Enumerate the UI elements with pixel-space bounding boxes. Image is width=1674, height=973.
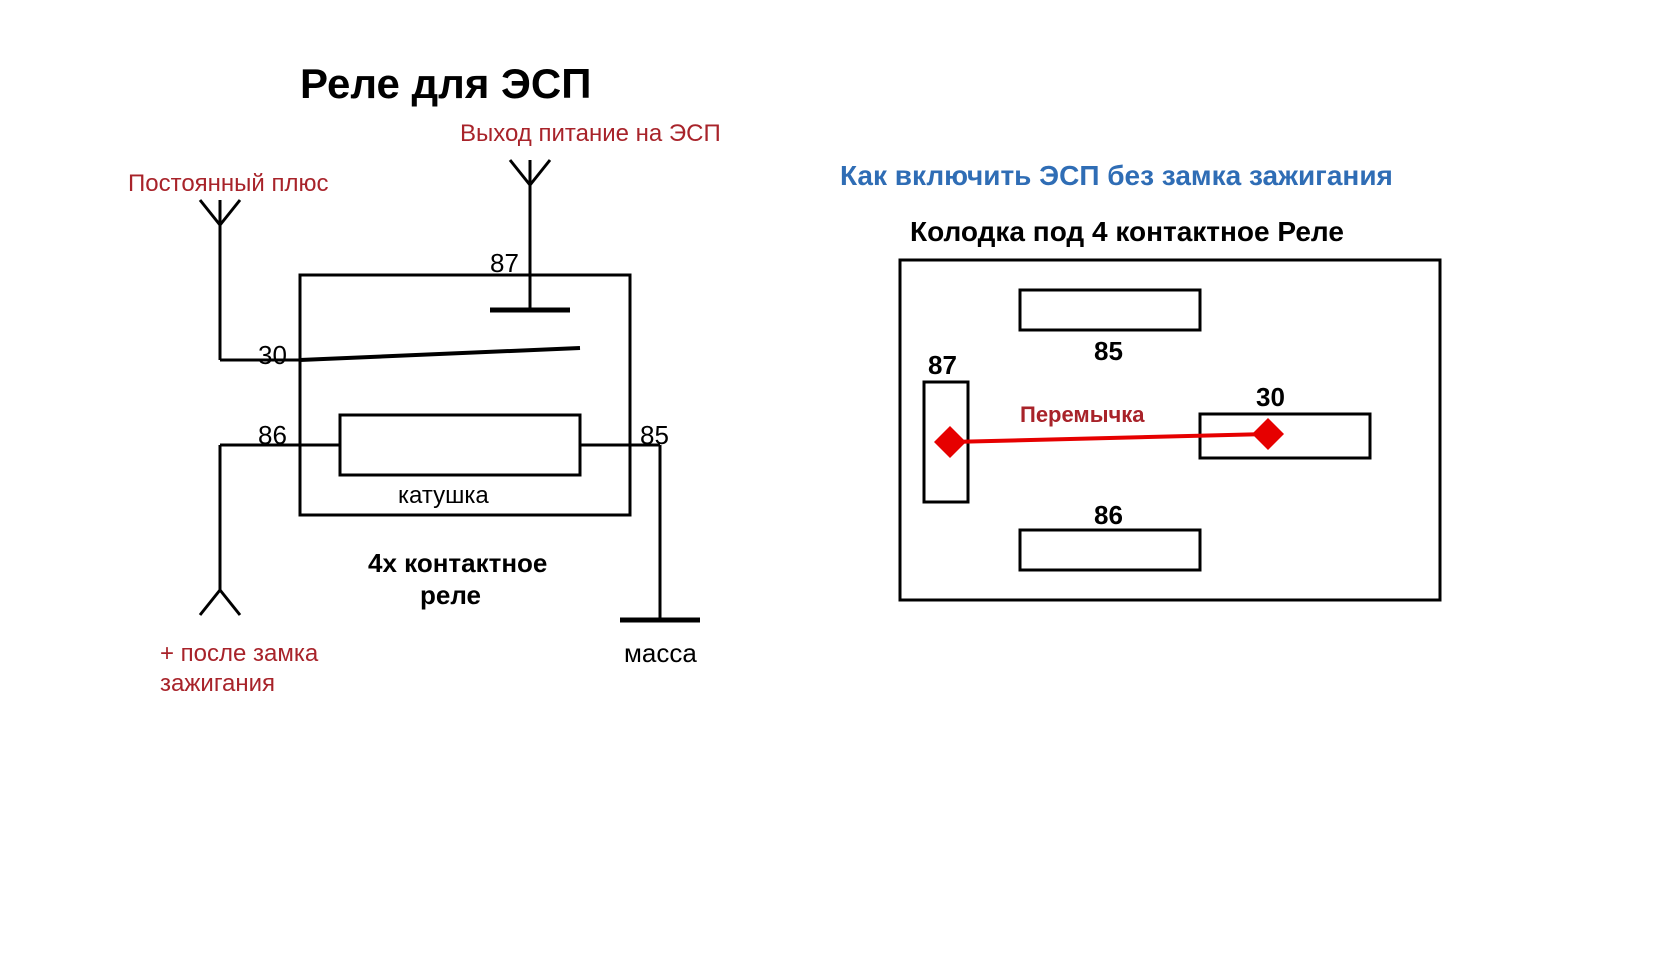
slot-86: [1020, 530, 1200, 570]
socket-pin-85: 85: [1094, 336, 1123, 367]
socket-box: [900, 260, 1440, 600]
jumper-label: Перемычка: [1020, 402, 1145, 428]
diagram-canvas: Реле для ЭСП Выход питание на ЭСП Постоя…: [0, 0, 1674, 973]
slot-85: [1020, 290, 1200, 330]
socket-pin-86: 86: [1094, 500, 1123, 531]
socket-pin-30: 30: [1256, 382, 1285, 413]
jumper-wire: [950, 434, 1268, 442]
right-title-black: Колодка под 4 контактное Реле: [910, 216, 1344, 248]
socket-svg: [0, 0, 1674, 973]
socket-pin-87: 87: [928, 350, 957, 381]
jumper-diamond-left: [934, 426, 966, 458]
jumper-diamond-right: [1252, 418, 1284, 450]
right-title-blue: Как включить ЭСП без замка зажигания: [840, 160, 1393, 192]
